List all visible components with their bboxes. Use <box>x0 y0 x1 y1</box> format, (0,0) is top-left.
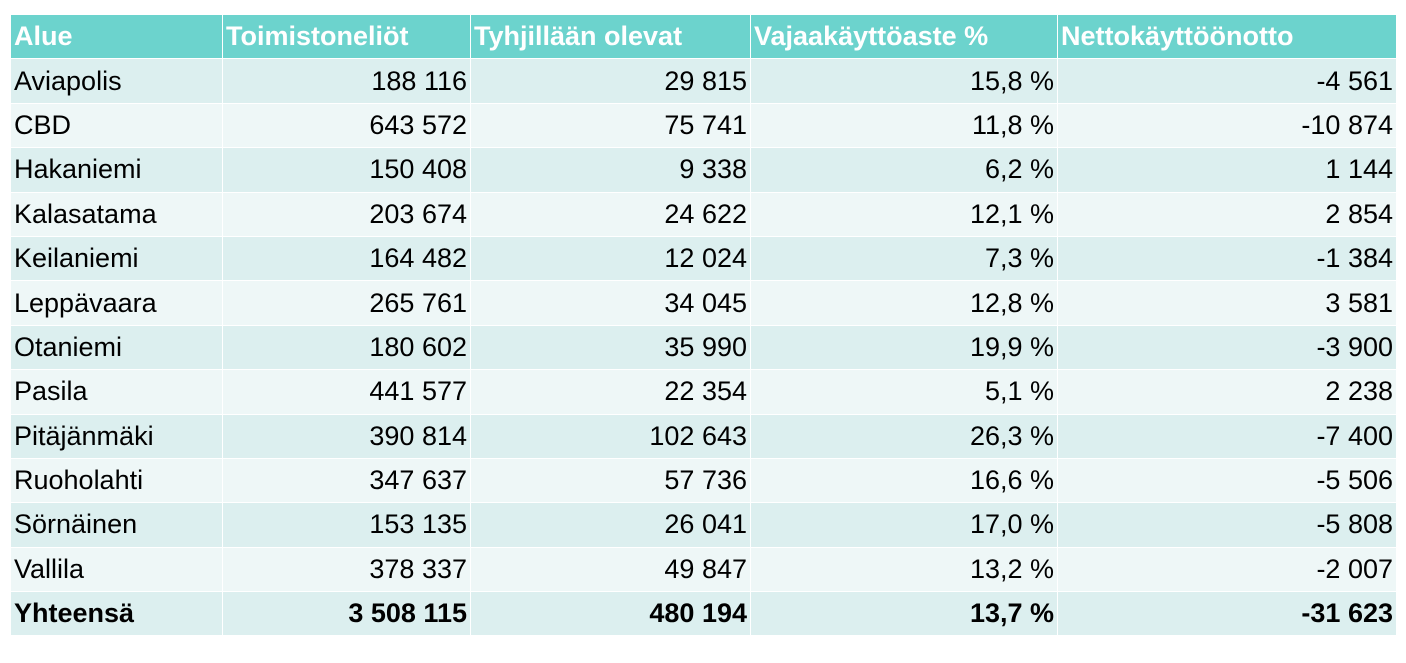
value-cell: 180 602 <box>222 324 471 371</box>
value-cell: 9 338 <box>470 147 751 193</box>
value-cell: 643 572 <box>222 102 471 149</box>
area-cell: Aviapolis <box>10 58 223 104</box>
total-cell: -31 623 <box>1057 591 1397 637</box>
value-cell: 26,3 % <box>750 413 1058 459</box>
value-cell: -5 506 <box>1057 457 1397 504</box>
value-cell: 188 116 <box>222 58 471 104</box>
value-cell: 26 041 <box>470 502 751 548</box>
table-container: Alue Toimistoneliöt Tyhjillään olevat Vajaa… <box>10 13 1397 637</box>
total-cell: 480 194 <box>470 591 751 637</box>
area-cell: Vallila <box>10 546 223 593</box>
table-row: Ruoholahti 347 637 57 736 16,6 % -5 506 <box>10 457 1397 504</box>
value-cell: 150 408 <box>222 147 471 193</box>
value-cell: 1 144 <box>1057 147 1397 193</box>
area-cell: Sörnäinen <box>10 502 223 548</box>
value-cell: 13,2 % <box>750 546 1058 593</box>
value-cell: -3 900 <box>1057 324 1397 371</box>
value-cell: 6,2 % <box>750 147 1058 193</box>
table-body: Aviapolis 188 116 29 815 15,8 % -4 561 CBD 643… <box>10 58 1397 637</box>
area-cell: Leppävaara <box>10 280 223 326</box>
table-row: Hakaniemi 150 408 9 338 6,2 % 1 144 <box>10 147 1397 193</box>
table-row: Kalasatama 203 674 24 622 12,1 % 2 854 <box>10 191 1397 237</box>
value-cell: 17,0 % <box>750 502 1058 548</box>
data-table: Alue Toimistoneliöt Tyhjillään olevat Vajaa… <box>10 13 1397 637</box>
column-header: Nettokäyttöönotto <box>1057 13 1397 60</box>
value-cell: 11,8 % <box>750 102 1058 149</box>
table-row: Otaniemi 180 602 35 990 19,9 % -3 900 <box>10 324 1397 371</box>
table-row: CBD 643 572 75 741 11,8 % -10 874 <box>10 102 1397 149</box>
area-cell: CBD <box>10 102 223 149</box>
value-cell: -10 874 <box>1057 102 1397 149</box>
table-row: Pasila 441 577 22 354 5,1 % 2 238 <box>10 369 1397 415</box>
value-cell: 347 637 <box>222 457 471 504</box>
value-cell: -7 400 <box>1057 413 1397 459</box>
value-cell: 153 135 <box>222 502 471 548</box>
value-cell: 441 577 <box>222 369 471 415</box>
value-cell: 7,3 % <box>750 235 1058 282</box>
area-cell: Ruoholahti <box>10 457 223 504</box>
value-cell: 19,9 % <box>750 324 1058 371</box>
value-cell: 12,8 % <box>750 280 1058 326</box>
column-header: Vajaakäyttöaste % <box>750 13 1058 60</box>
column-header: Tyhjillään olevat <box>470 13 751 60</box>
value-cell: 12,1 % <box>750 191 1058 237</box>
table-row: Keilaniemi 164 482 12 024 7,3 % -1 384 <box>10 235 1397 282</box>
value-cell: 3 581 <box>1057 280 1397 326</box>
area-cell: Kalasatama <box>10 191 223 237</box>
table-row: Vallila 378 337 49 847 13,2 % -2 007 <box>10 546 1397 593</box>
value-cell: 49 847 <box>470 546 751 593</box>
column-header: Alue <box>10 13 223 60</box>
value-cell: -2 007 <box>1057 546 1397 593</box>
table-row: Leppävaara 265 761 34 045 12,8 % 3 581 <box>10 280 1397 326</box>
value-cell: 2 238 <box>1057 369 1397 415</box>
value-cell: 378 337 <box>222 546 471 593</box>
total-cell: 13,7 % <box>750 591 1058 637</box>
value-cell: 29 815 <box>470 58 751 104</box>
value-cell: 16,6 % <box>750 457 1058 504</box>
area-cell: Pasila <box>10 369 223 415</box>
value-cell: 24 622 <box>470 191 751 237</box>
total-cell: 3 508 115 <box>222 591 471 637</box>
total-label: Yhteensä <box>10 591 223 637</box>
value-cell: 22 354 <box>470 369 751 415</box>
value-cell: -1 384 <box>1057 235 1397 282</box>
value-cell: 2 854 <box>1057 191 1397 237</box>
area-cell: Keilaniemi <box>10 235 223 282</box>
value-cell: 265 761 <box>222 280 471 326</box>
value-cell: -5 808 <box>1057 502 1397 548</box>
value-cell: 5,1 % <box>750 369 1058 415</box>
value-cell: 102 643 <box>470 413 751 459</box>
value-cell: -4 561 <box>1057 58 1397 104</box>
area-cell: Hakaniemi <box>10 147 223 193</box>
header-row: Alue Toimistoneliöt Tyhjillään olevat Vajaa… <box>10 13 1397 60</box>
value-cell: 15,8 % <box>750 58 1058 104</box>
value-cell: 34 045 <box>470 280 751 326</box>
value-cell: 75 741 <box>470 102 751 149</box>
area-cell: Pitäjänmäki <box>10 413 223 459</box>
area-cell: Otaniemi <box>10 324 223 371</box>
value-cell: 57 736 <box>470 457 751 504</box>
table-header: Alue Toimistoneliöt Tyhjillään olevat Vajaa… <box>10 13 1397 60</box>
value-cell: 35 990 <box>470 324 751 371</box>
total-row: Yhteensä 3 508 115 480 194 13,7 % -31 623 <box>10 591 1397 637</box>
value-cell: 164 482 <box>222 235 471 282</box>
table-row: Aviapolis 188 116 29 815 15,8 % -4 561 <box>10 58 1397 104</box>
value-cell: 203 674 <box>222 191 471 237</box>
value-cell: 390 814 <box>222 413 471 459</box>
column-header: Toimistoneliöt <box>222 13 471 60</box>
table-row: Sörnäinen 153 135 26 041 17,0 % -5 808 <box>10 502 1397 548</box>
value-cell: 12 024 <box>470 235 751 282</box>
table-row: Pitäjänmäki 390 814 102 643 26,3 % -7 400 <box>10 413 1397 459</box>
